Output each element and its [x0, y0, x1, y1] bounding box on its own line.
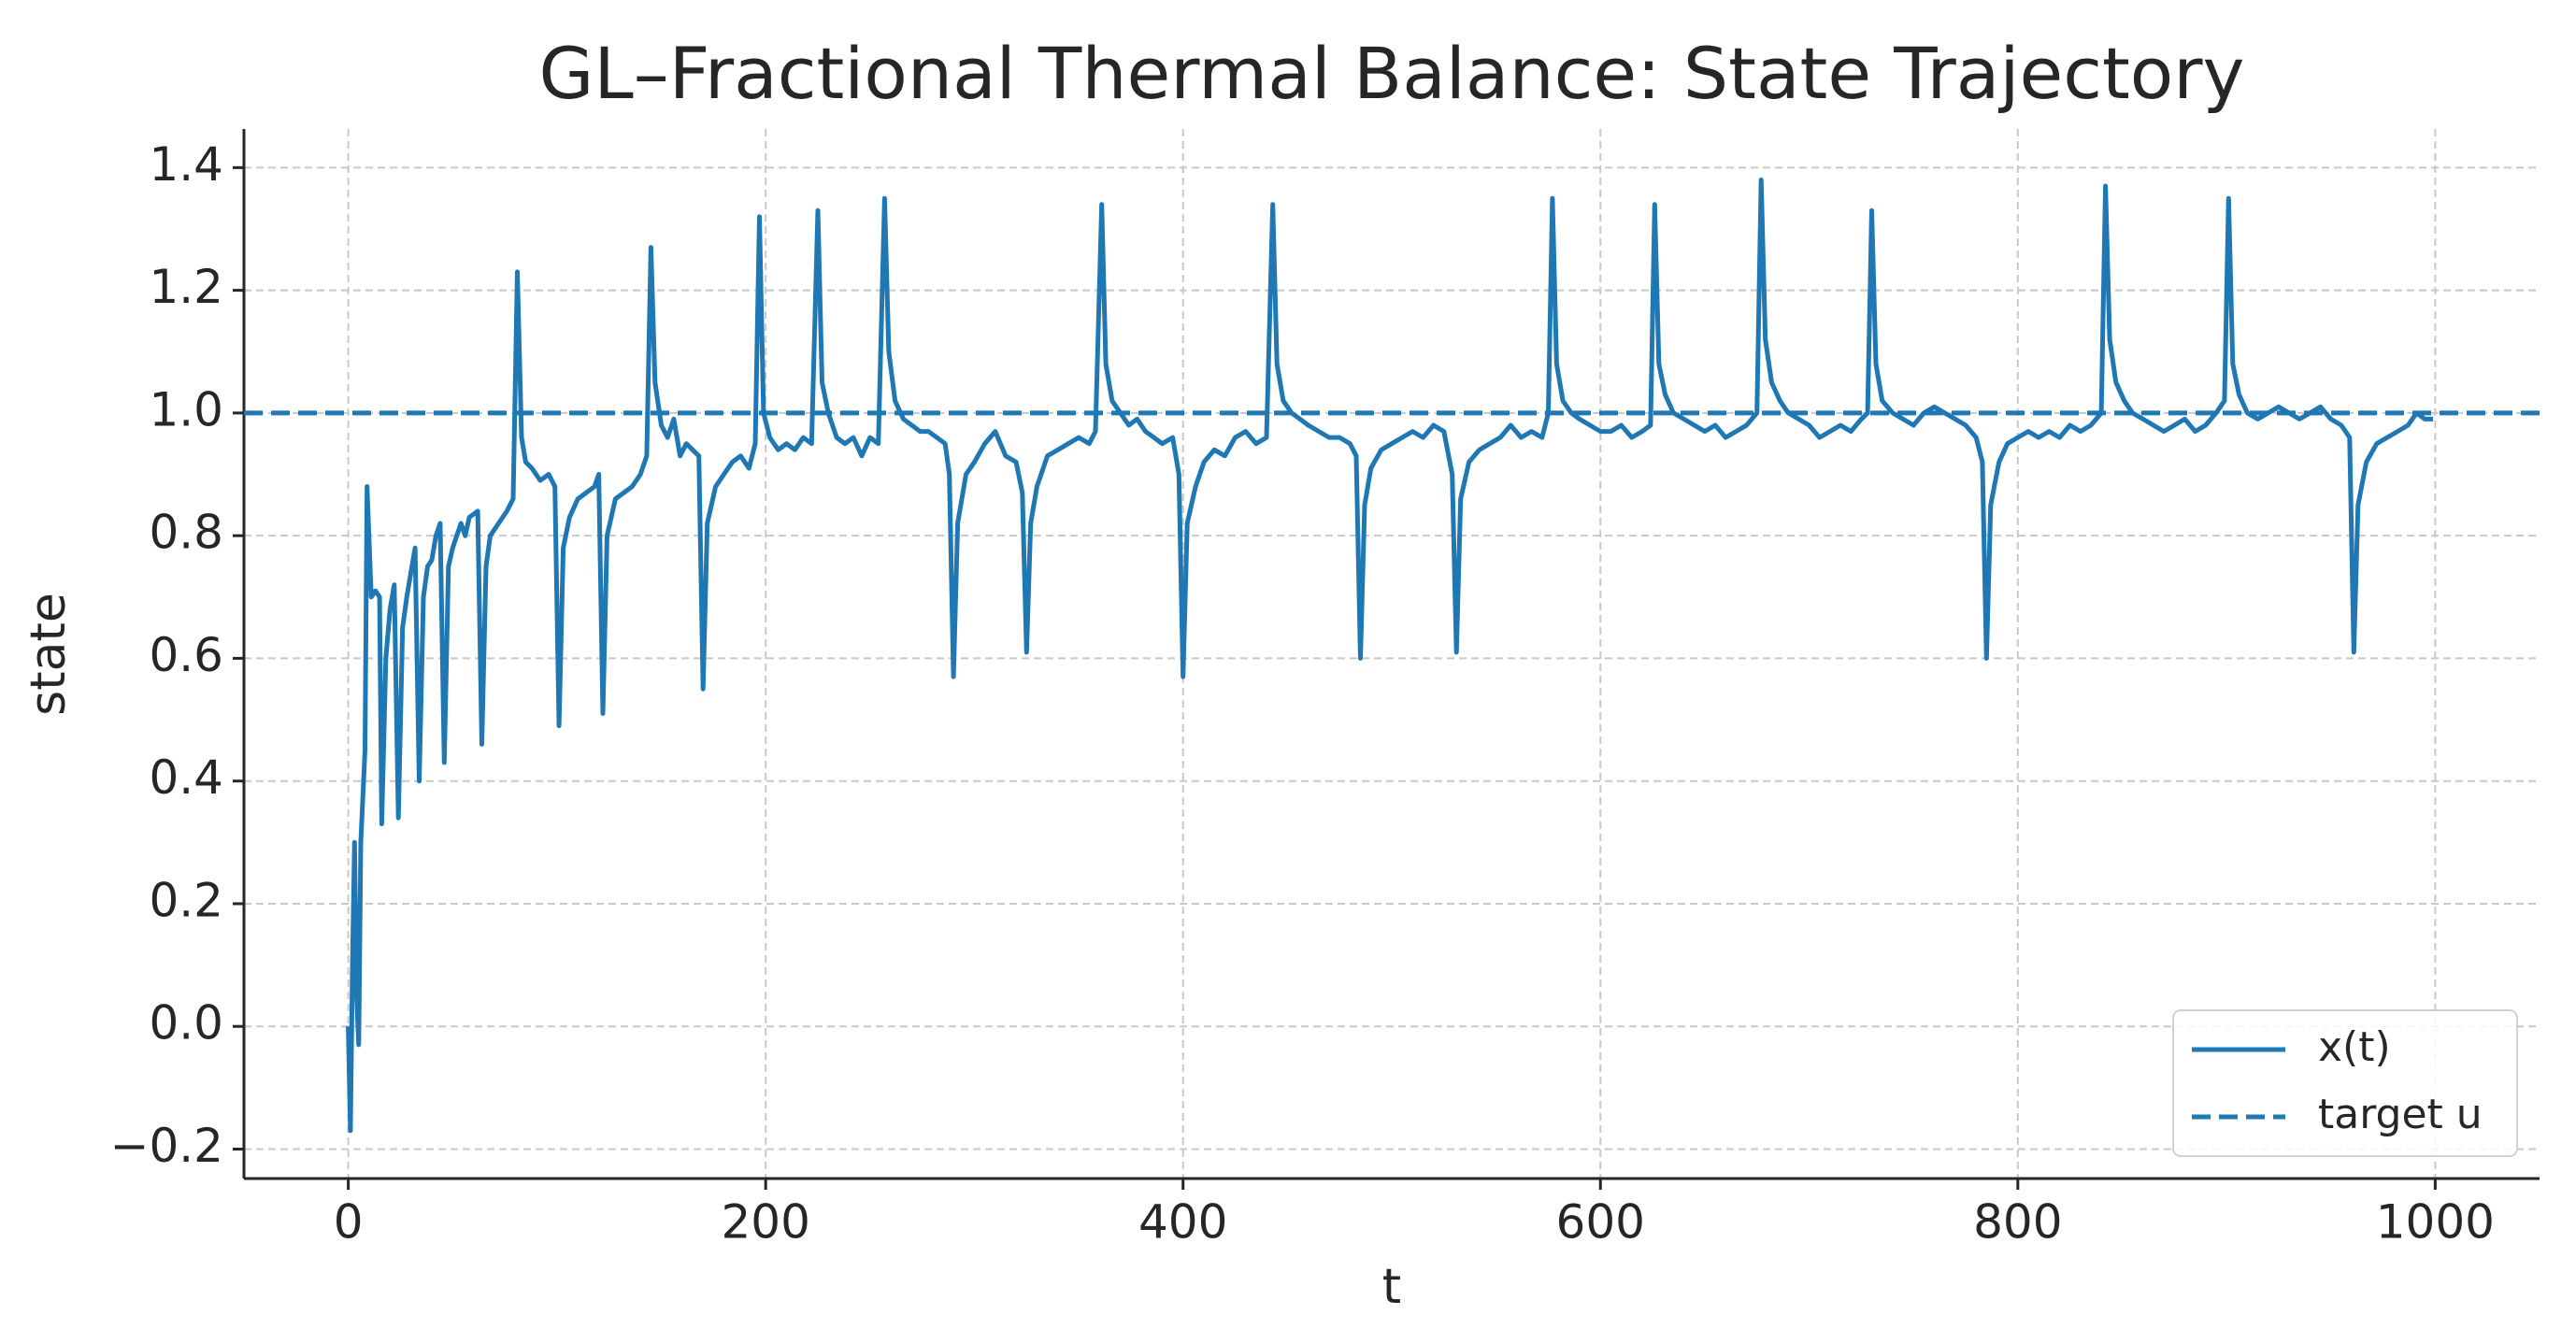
- legend-label: target u: [2318, 1091, 2483, 1138]
- y-tick-label: 0.0: [149, 996, 223, 1050]
- x-axis-label: t: [1382, 1259, 1401, 1315]
- y-tick-label: 0.4: [149, 750, 223, 805]
- y-axis-label: state: [21, 593, 77, 716]
- data-line: [346, 178, 2434, 1134]
- x-tick-label: 600: [1556, 1195, 1645, 1250]
- x-tick-label: 1000: [2376, 1195, 2495, 1250]
- chart-title: GL–Fractional Thermal Balance: State Tra…: [538, 32, 2244, 115]
- y-tick-label: −0.2: [110, 1119, 223, 1173]
- y-tick-label: 1.4: [149, 137, 223, 192]
- y-tick-label: 0.6: [149, 628, 223, 682]
- legend-label: x(t): [2318, 1023, 2391, 1071]
- legend-box: [2172, 1009, 2518, 1157]
- x-tick-label: 800: [1973, 1195, 2062, 1250]
- x-tick-label: 0: [334, 1195, 364, 1250]
- x-tick-label: 400: [1138, 1195, 1227, 1250]
- y-tick-label: 0.2: [149, 873, 223, 927]
- y-tick-label: 1.0: [149, 382, 223, 436]
- y-tick-label: 0.8: [149, 506, 223, 560]
- x-tick-label: 200: [721, 1195, 809, 1250]
- y-tick-label: 1.2: [149, 260, 223, 314]
